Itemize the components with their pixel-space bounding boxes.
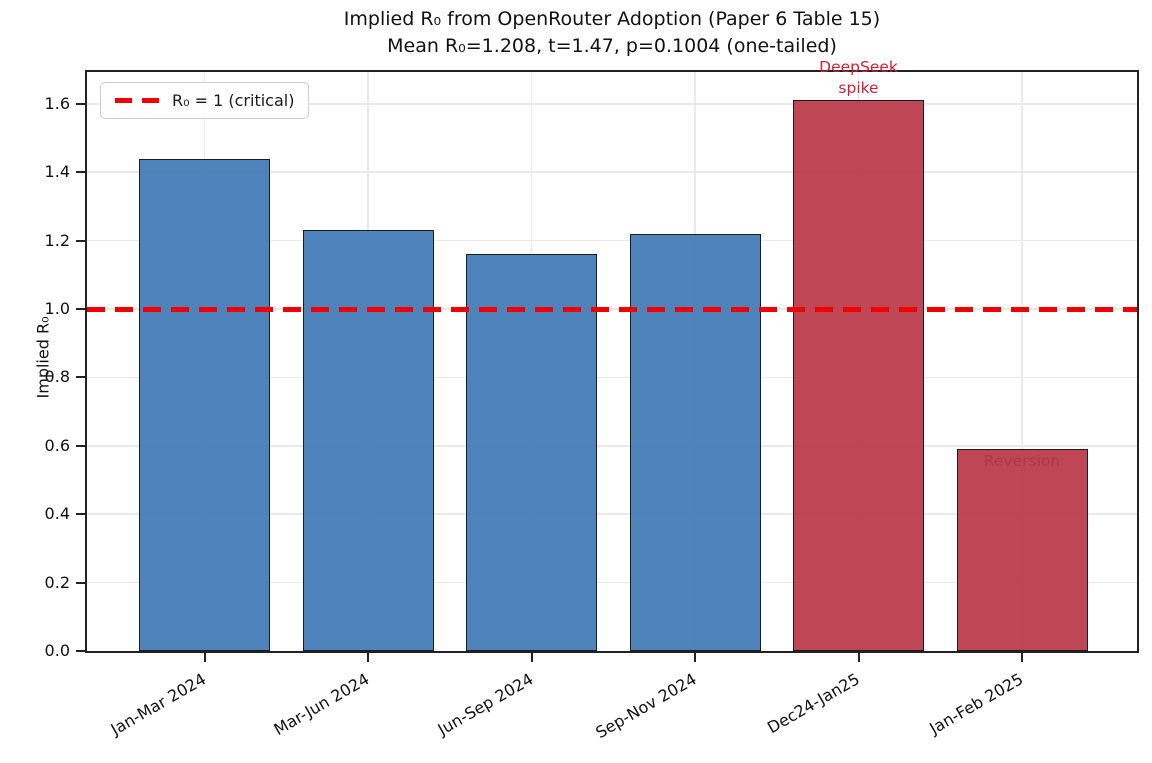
h-gridline (87, 513, 1137, 515)
chart-title-block: Implied R₀ from OpenRouter Adoption (Pap… (85, 6, 1139, 60)
y-tick-mark (76, 650, 85, 652)
h-gridline (87, 445, 1137, 447)
x-tick-mark (203, 653, 206, 662)
x-tick-mark (694, 653, 696, 662)
bar-Jun-Sep 2024 (466, 254, 597, 651)
dashed-line-legend-swatch (115, 98, 159, 103)
x-tick-label: Jun-Sep 2024 (434, 669, 537, 740)
x-tick-mark (857, 653, 860, 662)
critical-threshold-line (87, 306, 1137, 312)
h-gridline (87, 239, 1137, 242)
annotation-deepseek-spike: DeepSeek spike (819, 58, 898, 98)
y-tick-label: 1.4 (44, 162, 70, 182)
h-gridline (87, 376, 1137, 379)
x-tick-label: Mar-Jun 2024 (270, 669, 373, 740)
y-tick-mark (76, 102, 85, 105)
y-tick-mark (76, 376, 85, 379)
x-tick-label: Sep-Nov 2024 (592, 669, 700, 743)
y-tick-mark (76, 513, 85, 516)
x-tick-label: Dec24-Jan25 (764, 669, 864, 738)
y-tick-label: 1.6 (44, 93, 70, 113)
legend-label: R₀ = 1 (critical) (172, 91, 295, 110)
bar-Mar-Jun 2024 (302, 230, 434, 651)
x-tick-mark (1021, 653, 1023, 662)
chart-subtitle: Mean R₀=1.208, t=1.47, p=0.1004 (one-tai… (387, 35, 837, 57)
legend: R₀ = 1 (critical) (100, 82, 310, 119)
y-tick-label: 0.6 (44, 435, 70, 455)
plot-area: R₀ = 1 (critical) (85, 70, 1139, 653)
bar-Jan-Feb 2025 (956, 449, 1088, 651)
y-tick-label: 0.4 (44, 504, 70, 524)
x-tick-label: Jan-Feb 2025 (926, 669, 1027, 739)
v-gridline (1021, 72, 1023, 651)
h-gridline (87, 103, 1137, 105)
annotation-reversion: Reversion (983, 452, 1061, 471)
x-tick-mark (367, 653, 369, 662)
y-tick-mark (76, 444, 85, 447)
y-tick-label: 0.8 (44, 367, 70, 387)
y-tick-label: 1.0 (44, 299, 70, 318)
x-tick-mark (530, 653, 533, 662)
y-tick-mark (76, 239, 85, 242)
y-tick-label: 0.2 (44, 572, 70, 592)
chart-title: Implied R₀ from OpenRouter Adoption (Pap… (343, 8, 881, 30)
bar-Dec24-Jan25 (793, 100, 924, 651)
y-tick-mark (76, 581, 85, 584)
y-tick-label: 0.0 (44, 641, 70, 660)
h-gridline (87, 581, 1137, 584)
y-tick-mark (76, 171, 85, 174)
y-tick-mark (76, 308, 85, 310)
x-tick-label: Jan-Mar 2024 (107, 669, 210, 739)
h-gridline (87, 171, 1137, 173)
bar-Sep-Nov 2024 (629, 233, 761, 651)
bar-Jan-Mar 2024 (139, 158, 270, 651)
y-tick-label: 1.2 (44, 230, 70, 250)
